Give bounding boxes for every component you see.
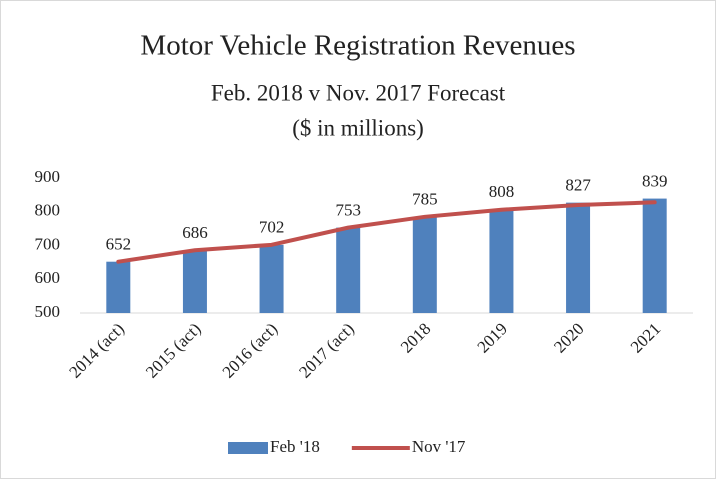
data-label: 686 xyxy=(182,223,208,242)
bar xyxy=(489,209,514,313)
y-tick-label: 900 xyxy=(35,167,61,186)
data-label: 753 xyxy=(335,201,361,220)
bar xyxy=(106,261,131,313)
data-label: 785 xyxy=(412,190,438,209)
bar xyxy=(412,216,437,313)
y-tick-label: 600 xyxy=(35,268,61,287)
y-tick-label: 800 xyxy=(35,201,61,220)
bar xyxy=(336,227,361,313)
data-label: 827 xyxy=(565,176,591,195)
data-label: 808 xyxy=(489,182,515,201)
y-tick-label: 700 xyxy=(35,234,61,253)
bar xyxy=(642,198,667,313)
chart-subtitle: ($ in millions) xyxy=(292,115,424,140)
chart-title: Motor Vehicle Registration Revenues xyxy=(140,30,575,62)
bar xyxy=(182,250,207,313)
legend-label: Feb '18 xyxy=(270,437,320,456)
legend-label: Nov '17 xyxy=(412,437,466,456)
data-label: 702 xyxy=(259,218,285,237)
data-label: 652 xyxy=(106,235,132,254)
data-label: 839 xyxy=(642,171,668,190)
legend-swatch xyxy=(228,442,268,454)
chart-subtitle: Feb. 2018 v Nov. 2017 Forecast xyxy=(211,80,506,105)
bar xyxy=(566,202,591,313)
y-tick-label: 500 xyxy=(35,302,61,321)
line xyxy=(116,200,657,264)
bar xyxy=(259,244,284,313)
